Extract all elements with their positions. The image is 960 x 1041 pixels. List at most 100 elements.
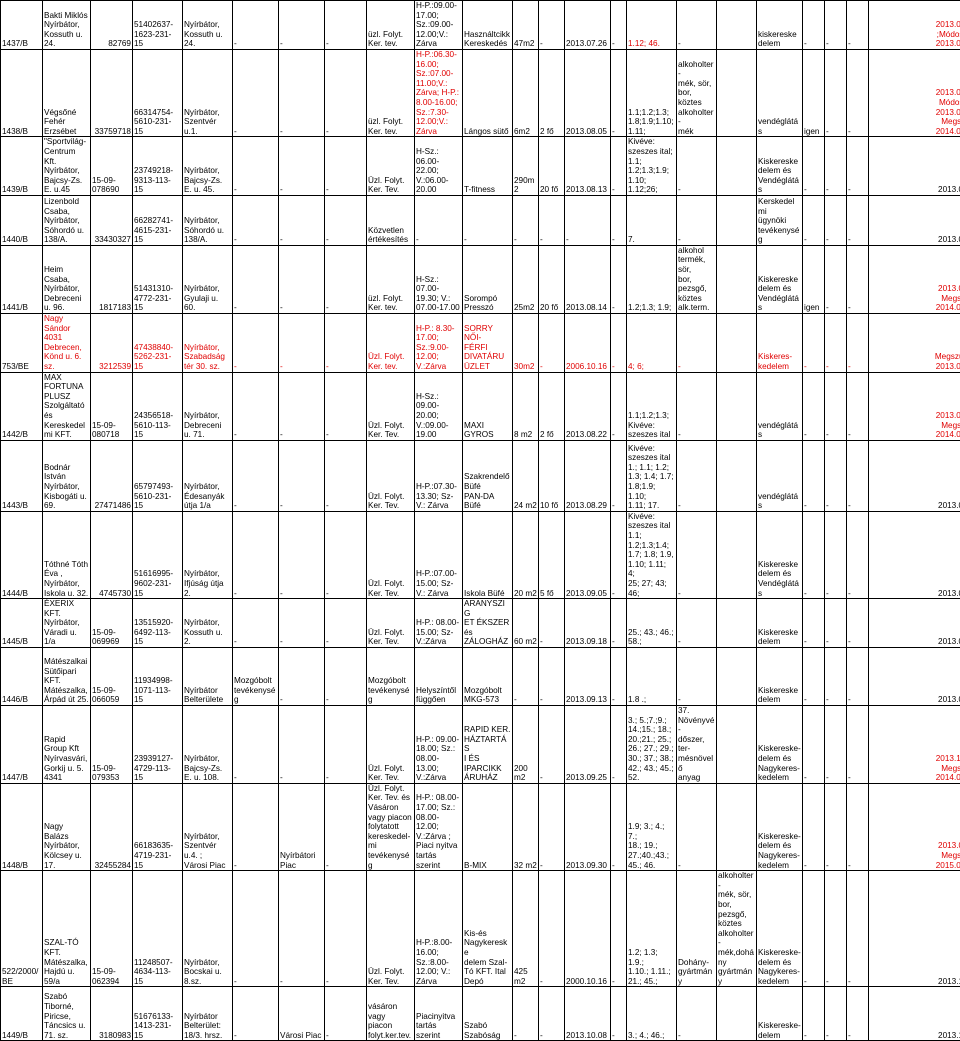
table-cell: 25.; 43.; 46.; 58.; xyxy=(627,599,677,648)
table-cell: MAXI GYROS xyxy=(463,372,513,440)
table-cell: Nyírbátor, Bocskai u. 8.sz. xyxy=(183,871,233,987)
table-cell: Kiskereskedelem xyxy=(757,599,803,648)
table-cell: Mozgóbolt MKG-573 xyxy=(463,648,513,706)
table-cell: Kiskereske- delem és Nagykeres- kedelem xyxy=(757,706,803,784)
table-cell: - xyxy=(611,137,627,196)
table-cell: - xyxy=(677,137,717,196)
table-cell: MAX FORTUNA PLUSZ Szolgáltató és Kereske… xyxy=(43,372,91,440)
table-cell: igen xyxy=(803,49,825,136)
table-cell: 82769 xyxy=(91,1,133,50)
table-cell: - xyxy=(847,245,869,313)
table-cell: alkohol termék, sör, bor, pezsgő, köztes… xyxy=(677,245,717,313)
table-cell: - xyxy=(415,195,463,245)
table-cell: 1.12; 46. xyxy=(627,1,677,50)
table-cell: Üzl. Folyt. Ker. Tev. és Vásáron vagy pi… xyxy=(367,783,415,870)
table-cell: Kiskereskedelem és Vendéglátás xyxy=(757,245,803,313)
table-cell: 20 fő xyxy=(539,245,565,313)
table-cell: - xyxy=(677,372,717,440)
table-cell: - xyxy=(565,195,611,245)
table-cell: - xyxy=(847,440,869,511)
table-cell: - xyxy=(279,599,325,648)
table-cell xyxy=(717,49,757,136)
table-cell: Kiskereskedelem xyxy=(757,648,803,706)
table-cell xyxy=(717,511,757,598)
table-cell: - xyxy=(611,783,627,870)
table-cell: - xyxy=(611,599,627,648)
table-cell: - xyxy=(539,1,565,50)
table-cell: Üzl. Folyt. Ker. tev. xyxy=(367,314,415,373)
table-cell: - xyxy=(677,1,717,50)
table-cell: - xyxy=(279,245,325,313)
table-cell xyxy=(717,137,757,196)
table-cell: 33430327 xyxy=(91,195,133,245)
table-cell: Piacinyitva tartás szerint xyxy=(415,987,463,1041)
table-cell: 51402637- 1623-231- 15 xyxy=(133,1,183,50)
table-cell: üzl. Folyt. Ker. tev. xyxy=(367,49,415,136)
table-cell: 33759718 xyxy=(91,49,133,136)
table-cell: - xyxy=(611,1,627,50)
table-cell: 1.1;1.2;1.3; Kivéve: szeszes ital xyxy=(627,372,677,440)
table-cell: 3.; 5.;7.;9.; 14.;15.; 18.; 20.;21.; 25.… xyxy=(627,706,677,784)
table-cell: - xyxy=(825,314,847,373)
table-cell: Iskola Büfé xyxy=(463,511,513,598)
table-cell: Nyírbátor, Szabadság tér 30. sz. xyxy=(183,314,233,373)
table-cell: - xyxy=(825,871,847,987)
table-cell: SZAL-TÓ KFT. Mátészalka, Hajdú u. 59/a xyxy=(43,871,91,987)
table-cell: 4; 6; xyxy=(627,314,677,373)
table-cell: - xyxy=(677,511,717,598)
table-cell: 66183635- 4719-231- 15 xyxy=(133,783,183,870)
table-cell: 2013.09.05 xyxy=(565,511,611,598)
table-cell: 522/2000/ BE xyxy=(1,871,43,987)
table-cell: 15-09- 079353 xyxy=(91,706,133,784)
table-cell: vendéglátás xyxy=(757,440,803,511)
table-cell: - xyxy=(611,440,627,511)
table-cell: 1448/B xyxy=(1,783,43,870)
table-cell xyxy=(717,1,757,50)
table-row: 1439/B"Sportvilág- Centrum Kft. Nyírbáto… xyxy=(1,137,960,196)
table-cell: - xyxy=(539,195,565,245)
table-cell: 1438/B xyxy=(1,49,43,136)
table-cell: - xyxy=(539,706,565,784)
table-cell: 32455284 xyxy=(91,783,133,870)
table-cell: 2013.07.26. ;Módosítás: 2013.09.27. xyxy=(869,1,960,50)
table-cell: 1437/B xyxy=(1,1,43,50)
table-cell: 23749218- 9313-113- 15 xyxy=(133,137,183,196)
table-cell: - xyxy=(539,599,565,648)
table-cell: - xyxy=(803,440,825,511)
table-cell: Kerskedelmi ügynöki tevékenység xyxy=(757,195,803,245)
table-cell: - xyxy=(803,137,825,196)
table-cell: - xyxy=(325,314,367,373)
table-cell: Kiskereske- delem és Nagykeres- kedelem xyxy=(757,783,803,870)
table-cell: alkoholter- mék, sör, bor, köztes alkoho… xyxy=(677,49,717,136)
table-cell: - xyxy=(847,783,869,870)
table-cell: - xyxy=(325,599,367,648)
table-cell: Heim Csaba, Nyírbátor, Debreceni u. 96. xyxy=(43,245,91,313)
table-cell: - xyxy=(279,648,325,706)
table-cell: 2013.09.25 xyxy=(565,706,611,784)
table-cell: 20 fő xyxy=(539,137,565,196)
table-cell: 2013.10.08 xyxy=(869,987,960,1041)
table-cell: Nyírbátor, Ifjúság útja 2. xyxy=(183,511,233,598)
table-cell: 6m2 xyxy=(513,49,539,136)
table-cell: - xyxy=(325,1,367,50)
table-cell: H-P.: 09.00- 18.00; Sz.: 08.00- 13.00; V… xyxy=(415,706,463,784)
table-cell: 1439/B xyxy=(1,137,43,196)
table-cell: 2013.08.14 xyxy=(565,245,611,313)
table-cell: Nyírbátor, Szentvér u.4. ; Városi Piac xyxy=(183,783,233,870)
table-cell: 30m2 xyxy=(513,314,539,373)
table-cell: - xyxy=(803,871,825,987)
table-cell: - xyxy=(803,706,825,784)
table-cell: 2013.08.22. Megszűnt: 2014.02.13. xyxy=(869,372,960,440)
table-cell: 2013.08.05 xyxy=(565,49,611,136)
table-cell: Mozgóbolt tevékenység xyxy=(367,648,415,706)
table-cell: - xyxy=(847,1,869,50)
table-cell: H-P.: 08.00- 15.00; Sz- V.:Zárva xyxy=(415,599,463,648)
table-cell: 20 m2 xyxy=(513,511,539,598)
table-cell: - xyxy=(825,599,847,648)
table-cell xyxy=(717,314,757,373)
